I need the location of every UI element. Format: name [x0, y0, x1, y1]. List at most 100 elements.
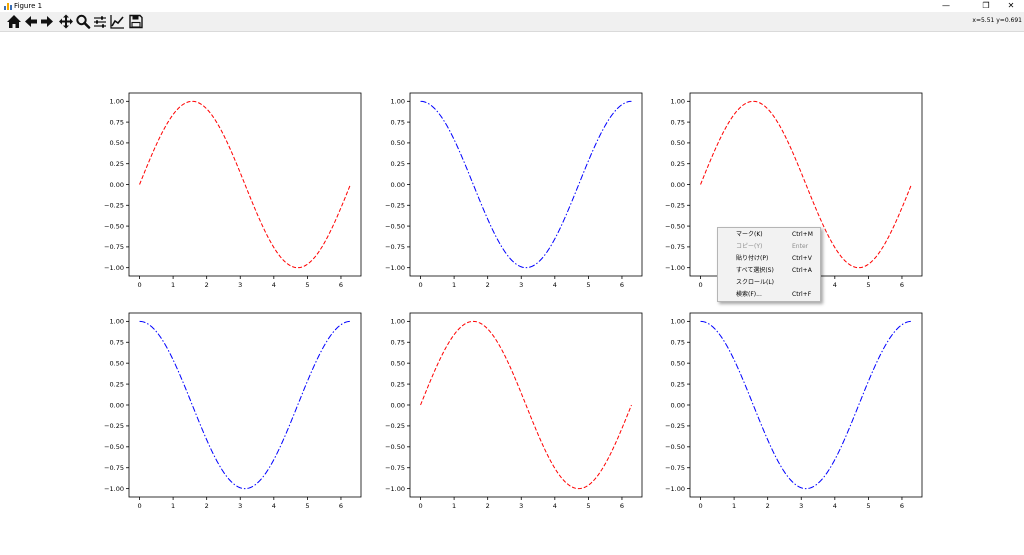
- x-tick-label: 5: [866, 502, 870, 510]
- x-tick-label: 5: [305, 281, 309, 289]
- y-tick-label: 0.75: [671, 118, 685, 126]
- y-tick-label: 0.75: [110, 118, 124, 126]
- y-tick-label: −0.25: [385, 422, 405, 430]
- x-tick-label: 1: [171, 502, 175, 510]
- y-tick-label: −0.25: [385, 202, 405, 210]
- y-tick-label: −0.25: [104, 202, 124, 210]
- cos-curve: [700, 320, 912, 490]
- y-tick-label: 1.00: [110, 318, 124, 326]
- menu-item-label: 貼り付け(P): [736, 255, 769, 262]
- x-tick-label: 2: [486, 502, 490, 510]
- axes-frame: [689, 312, 923, 498]
- axes-frame: [409, 92, 643, 277]
- x-tick-label: 2: [766, 502, 770, 510]
- y-tick-label: −0.75: [385, 243, 405, 251]
- x-tick-label: 2: [486, 281, 490, 289]
- y-tick-label: 1.00: [671, 318, 685, 326]
- zoom-icon: [76, 14, 91, 29]
- back-icon: [25, 16, 37, 27]
- menu-item-shortcut: Ctrl+V: [792, 255, 812, 262]
- axes-frame: [128, 92, 362, 277]
- y-tick-label: 0.00: [671, 401, 685, 409]
- save-icon: [129, 14, 143, 29]
- x-tick-label: 4: [553, 502, 557, 510]
- menu-item-label: 検索(F)...: [736, 291, 762, 298]
- y-tick-label: −1.00: [665, 264, 685, 272]
- y-tick-label: 1.00: [391, 98, 405, 106]
- x-tick-label: 3: [799, 502, 803, 510]
- y-tick-label: 0.50: [391, 359, 405, 367]
- y-tick-label: −1.00: [385, 485, 405, 493]
- cursor-coordinates: x=5.51 y=0.691: [972, 17, 1022, 24]
- x-tick-label: 5: [866, 281, 870, 289]
- pan-icon: [59, 14, 73, 29]
- x-tick-label: 5: [586, 281, 590, 289]
- y-tick-label: −0.50: [104, 222, 124, 230]
- menu-item-label: スクロール(L): [736, 279, 775, 286]
- save-button[interactable]: [128, 14, 144, 29]
- y-tick-label: 0.25: [110, 160, 124, 168]
- configure-subplots-button[interactable]: [92, 14, 108, 29]
- sin-curve: [700, 100, 912, 269]
- home-button[interactable]: [6, 14, 22, 29]
- window-title: Figure 1: [14, 2, 43, 10]
- x-tick-label: 6: [900, 281, 904, 289]
- menu-item-find[interactable]: 検索(F)... Ctrl+F: [718, 289, 820, 301]
- close-button[interactable]: ✕: [1000, 0, 1022, 12]
- menu-item-paste[interactable]: 貼り付け(P) Ctrl+V: [718, 253, 820, 265]
- x-tick-label: 4: [272, 281, 276, 289]
- x-tick-label: 0: [137, 502, 141, 510]
- edit-axes-button[interactable]: [109, 14, 125, 29]
- y-tick-label: −1.00: [104, 485, 124, 493]
- minimize-button[interactable]: —: [935, 0, 957, 12]
- menu-item-shortcut: Ctrl+A: [792, 267, 812, 274]
- menu-item-select-all[interactable]: すべて選択(S) Ctrl+A: [718, 265, 820, 277]
- menu-item-shortcut: Ctrl+F: [792, 291, 812, 298]
- x-tick-label: 1: [732, 502, 736, 510]
- home-icon: [7, 15, 21, 28]
- y-tick-label: 0.25: [671, 160, 685, 168]
- pan-button[interactable]: [58, 14, 74, 29]
- x-tick-label: 1: [452, 502, 456, 510]
- forward-icon: [41, 16, 53, 27]
- y-tick-label: 0.50: [391, 139, 405, 147]
- menu-item-mark[interactable]: マーク(K) Ctrl+M: [718, 229, 820, 241]
- back-button[interactable]: [23, 14, 39, 29]
- y-tick-label: −0.25: [665, 202, 685, 210]
- x-tick-label: 3: [519, 281, 523, 289]
- zoom-button[interactable]: [75, 14, 91, 29]
- x-tick-label: 3: [519, 502, 523, 510]
- restore-button[interactable]: ❐: [975, 0, 997, 12]
- y-tick-label: 0.75: [671, 339, 685, 347]
- navigation-toolbar: x=5.51 y=0.691: [0, 12, 1024, 32]
- x-tick-label: 0: [698, 281, 702, 289]
- x-tick-label: 1: [171, 281, 175, 289]
- x-tick-label: 0: [418, 502, 422, 510]
- x-tick-label: 1: [452, 281, 456, 289]
- menu-item-scroll[interactable]: スクロール(L): [718, 277, 820, 289]
- x-tick-label: 6: [339, 502, 343, 510]
- y-tick-label: −0.50: [665, 222, 685, 230]
- y-tick-label: 0.00: [110, 181, 124, 189]
- x-tick-label: 6: [620, 502, 624, 510]
- y-tick-label: −1.00: [104, 264, 124, 272]
- y-tick-label: 1.00: [391, 318, 405, 326]
- y-tick-label: −0.50: [104, 443, 124, 451]
- menu-item-copy[interactable]: コピー(Y) Enter: [718, 241, 820, 253]
- x-tick-label: 0: [418, 281, 422, 289]
- y-tick-label: 0.00: [391, 181, 405, 189]
- x-tick-label: 3: [238, 281, 242, 289]
- x-tick-label: 0: [137, 281, 141, 289]
- y-tick-label: −0.75: [385, 464, 405, 472]
- y-tick-label: 1.00: [671, 98, 685, 106]
- menu-item-label: すべて選択(S): [736, 267, 774, 274]
- x-tick-label: 6: [900, 502, 904, 510]
- menu-item-shortcut: Ctrl+M: [792, 231, 813, 238]
- x-tick-label: 5: [586, 502, 590, 510]
- forward-button[interactable]: [39, 14, 55, 29]
- title-bar: Figure 1 — ❐ ✕: [0, 0, 1024, 12]
- y-tick-label: 0.75: [391, 118, 405, 126]
- menu-item-label: マーク(K): [736, 231, 763, 238]
- y-tick-label: −0.75: [104, 243, 124, 251]
